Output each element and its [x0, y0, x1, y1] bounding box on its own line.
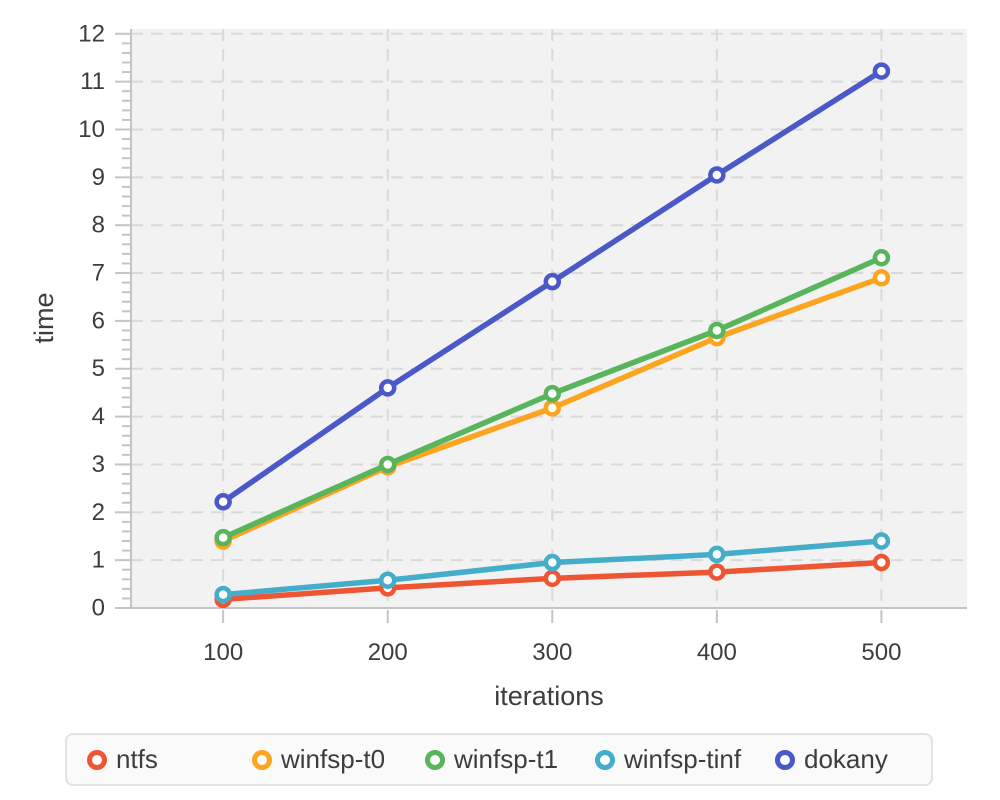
data-point-winfsp-t1-300[interactable]: [543, 384, 562, 403]
y-tick-label-10: 10: [78, 116, 105, 143]
legend-marker-winfsp-tinf-icon: [595, 749, 615, 770]
data-point-winfsp-t0-300[interactable]: [543, 399, 562, 417]
data-point-winfsp-t1-500[interactable]: [872, 248, 891, 267]
data-point-winfsp-t1-200[interactable]: [378, 455, 397, 474]
legend-marker-winfsp-t0-icon: [252, 749, 272, 770]
plot-area: [131, 29, 967, 608]
legend-label-winfsp-t0: winfsp-t0: [281, 744, 386, 774]
data-point-ntfs-300[interactable]: [543, 569, 562, 588]
y-tick-label-0: 0: [92, 595, 105, 622]
data-point-ntfs-400[interactable]: [708, 563, 726, 581]
legend-marker-ntfs-icon: [87, 749, 107, 770]
y-tick-label-4: 4: [92, 403, 105, 430]
data-point-winfsp-tinf-200[interactable]: [378, 571, 397, 589]
data-point-winfsp-tinf-100[interactable]: [214, 585, 232, 604]
legend-item-winfsp-tinf[interactable]: winfsp-tinf: [595, 735, 741, 784]
data-point-winfsp-t1-100[interactable]: [214, 528, 232, 547]
legend-label-dokany: dokany: [804, 744, 888, 774]
y-tick-label-8: 8: [92, 212, 105, 239]
legend-label-winfsp-t1: winfsp-t1: [454, 744, 559, 774]
y-tick-label-2: 2: [92, 499, 105, 526]
data-point-winfsp-t1-400[interactable]: [708, 321, 726, 340]
legend-item-dokany[interactable]: dokany: [775, 735, 888, 784]
chart-legend: ntfs winfsp-t0 winfsp-t1 winfsp-tinf dokany: [65, 733, 933, 786]
x-tick-label-400: 400: [697, 639, 737, 666]
legend-item-winfsp-t0[interactable]: winfsp-t0: [252, 735, 385, 784]
data-point-winfsp-tinf-500[interactable]: [872, 532, 891, 550]
y-tick-label-12: 12: [78, 20, 105, 47]
x-tick-label-300: 300: [532, 639, 572, 666]
y-tick-label-7: 7: [92, 260, 105, 287]
legend-item-ntfs[interactable]: ntfs: [87, 735, 158, 784]
data-point-dokany-400[interactable]: [708, 166, 726, 184]
legend-label-ntfs: ntfs: [116, 744, 158, 774]
data-point-ntfs-500[interactable]: [872, 553, 891, 572]
y-tick-label-5: 5: [92, 355, 105, 382]
y-axis-title: time: [29, 292, 59, 343]
y-tick-label-9: 9: [92, 164, 105, 191]
data-point-dokany-100[interactable]: [214, 493, 232, 511]
legend-marker-winfsp-t1-icon: [425, 749, 445, 770]
data-point-winfsp-tinf-300[interactable]: [543, 553, 562, 572]
data-point-dokany-300[interactable]: [543, 272, 562, 291]
data-point-dokany-500[interactable]: [872, 62, 891, 80]
x-tick-label-500: 500: [861, 639, 901, 666]
y-tick-label-1: 1: [92, 547, 105, 574]
legend-item-winfsp-t1[interactable]: winfsp-t1: [425, 735, 558, 784]
x-tick-label-200: 200: [368, 639, 408, 666]
y-tick-label-6: 6: [92, 307, 105, 334]
legend-label-winfsp-tinf: winfsp-tinf: [624, 744, 742, 774]
y-tick-label-3: 3: [92, 451, 105, 478]
data-point-winfsp-t0-500[interactable]: [872, 269, 891, 287]
data-point-winfsp-tinf-400[interactable]: [708, 545, 726, 564]
x-axis-title: iterations: [494, 681, 604, 711]
data-point-dokany-200[interactable]: [378, 379, 397, 397]
y-tick-label-11: 11: [80, 68, 105, 95]
x-tick-label-100: 100: [203, 639, 243, 666]
legend-marker-dokany-icon: [775, 749, 795, 770]
